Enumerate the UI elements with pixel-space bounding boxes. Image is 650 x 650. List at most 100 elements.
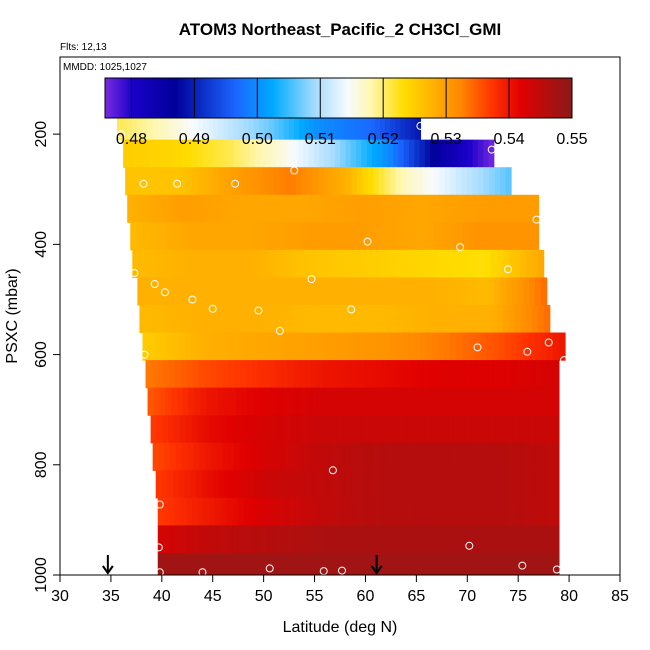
heatmap-cell — [185, 249, 192, 279]
heatmap-cell — [353, 387, 360, 416]
heatmap-cell — [384, 442, 392, 471]
heatmap-cell — [483, 442, 490, 471]
x-tick-label: 75 — [509, 588, 527, 605]
heatmap-cell — [364, 525, 371, 554]
heatmap-cell — [308, 415, 315, 444]
heatmap-cell — [299, 112, 305, 141]
heatmap-cell — [357, 222, 365, 251]
heatmap-cell — [381, 525, 388, 554]
heatmap-cell — [308, 249, 316, 279]
heatmap-cell — [488, 387, 495, 416]
heatmap-cell — [289, 497, 296, 526]
colorbar-gradient — [104, 77, 573, 119]
heatmap-cell — [553, 415, 560, 444]
heatmap-cell — [353, 332, 361, 361]
heatmap-cell — [157, 552, 165, 575]
heatmap-cell — [460, 442, 467, 471]
heatmap-cell — [470, 360, 477, 389]
heatmap-cell — [362, 194, 369, 223]
heatmap-cell — [341, 525, 348, 554]
heatmap-cell — [215, 525, 222, 554]
heatmap-cell — [250, 194, 258, 223]
heatmap-cell — [287, 332, 294, 361]
heatmap-cell — [451, 222, 458, 251]
heatmap-cell — [428, 167, 435, 196]
heatmap-cell — [289, 277, 296, 306]
heatmap-cell — [325, 415, 333, 444]
heatmap-cell — [315, 304, 322, 334]
heatmap-cell — [351, 167, 358, 196]
heatmap-cell — [335, 525, 342, 554]
heatmap-cell — [402, 442, 409, 471]
heatmap-cell — [339, 112, 346, 141]
heatmap-cell — [192, 304, 199, 334]
heatmap-cell — [358, 525, 365, 554]
heatmap-cell — [174, 525, 182, 554]
heatmap-cell — [468, 222, 475, 251]
heatmap-cell — [392, 525, 400, 554]
heatmap-cell — [515, 194, 522, 223]
heatmap-cell — [250, 139, 257, 168]
heatmap-cell — [248, 277, 255, 306]
heatmap-cell — [186, 497, 193, 526]
heatmap-cell — [395, 415, 403, 444]
heatmap-cell — [151, 304, 158, 334]
heatmap-cell — [159, 222, 166, 251]
sample-point — [188, 295, 197, 304]
sample-point — [487, 145, 496, 154]
heatmap-cell — [188, 222, 196, 251]
heatmap-cell — [303, 194, 310, 223]
heatmap-cell — [233, 332, 240, 361]
heatmap-cell — [137, 277, 144, 306]
heatmap-cell — [476, 360, 483, 389]
heatmap-cell — [432, 194, 440, 223]
sample-point — [173, 179, 182, 188]
heatmap-cell — [329, 497, 336, 526]
heatmap-cell — [262, 304, 269, 334]
heatmap-cell — [180, 194, 187, 223]
heatmap-cell — [190, 332, 198, 361]
heatmap-cell — [500, 442, 508, 471]
sample-points — [117, 121, 568, 577]
heatmap-cell — [208, 332, 216, 361]
heatmap-cell — [501, 525, 508, 554]
heatmap-cell — [369, 222, 376, 251]
heatmap-cell — [186, 139, 193, 168]
heatmap-cell — [233, 442, 241, 471]
heatmap-cell — [197, 112, 204, 141]
heatmap-cell — [444, 304, 451, 334]
sample-point — [504, 265, 512, 274]
heatmap-cell — [154, 139, 161, 168]
heatmap-row-1 — [123, 139, 495, 168]
heatmap-cell — [321, 194, 328, 223]
heatmap-cell — [432, 525, 440, 554]
heatmap-cell — [281, 222, 289, 251]
heatmap-cell — [430, 415, 438, 444]
heatmap-cell — [488, 277, 495, 306]
heatmap-cell — [443, 470, 451, 499]
heatmap-cell — [406, 277, 413, 306]
heatmap-cell — [281, 360, 288, 389]
heatmap-cell — [203, 415, 210, 444]
heatmap-cell — [293, 222, 300, 251]
heatmap-cell — [505, 167, 512, 196]
heatmap-cell — [161, 249, 169, 279]
heatmap-cell — [228, 442, 235, 471]
heatmap-cell — [434, 360, 442, 389]
heatmap-cell — [144, 249, 151, 279]
heatmap-cell — [190, 470, 197, 499]
heatmap-cell — [480, 222, 487, 251]
heatmap-cell — [157, 360, 164, 389]
heatmap-cell — [495, 497, 503, 526]
heatmap-cell — [431, 249, 439, 279]
heatmap-cell — [459, 415, 467, 444]
sample-point — [154, 543, 163, 552]
heatmap-cell — [470, 387, 478, 416]
heatmap-cell — [268, 194, 275, 223]
heatmap-cell — [304, 360, 312, 389]
heatmap-cell — [509, 194, 516, 223]
heatmap-cell — [441, 277, 448, 306]
heatmap-cell — [318, 167, 325, 196]
heatmap-cell — [295, 497, 302, 526]
heatmap-cell — [535, 552, 543, 575]
